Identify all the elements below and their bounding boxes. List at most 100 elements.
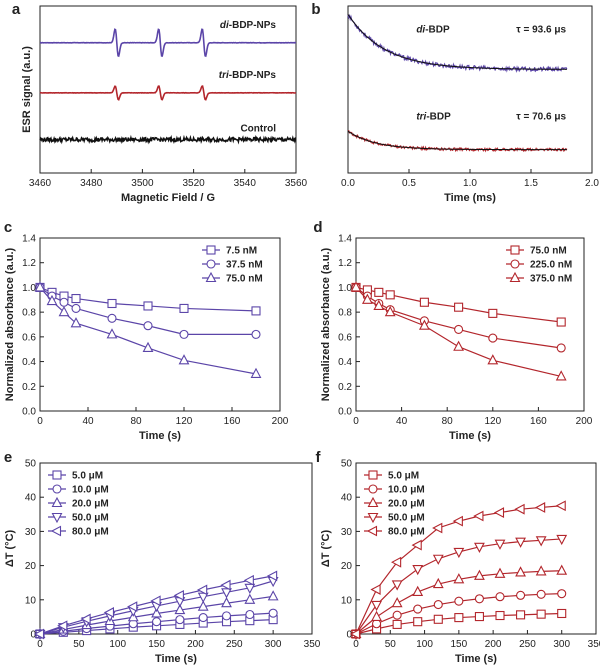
data-point: [107, 313, 117, 323]
x-tick-label: 350: [588, 639, 600, 650]
legend-marker: [206, 259, 216, 269]
y-tick-label: 0.2: [338, 382, 352, 393]
data-point: [412, 585, 424, 596]
data-point: [267, 590, 279, 601]
x-tick-label: 0: [37, 416, 43, 427]
data-point: [474, 594, 484, 604]
data-point: [143, 301, 153, 311]
legend-label: 80.0 μM: [388, 527, 425, 538]
data-point: [221, 597, 232, 608]
data-point: [392, 619, 402, 629]
data-point: [495, 592, 505, 602]
x-tick-label: 3500: [131, 178, 154, 189]
y-axis-label: ESR signal (a.u.): [21, 46, 33, 133]
x-axis-label: Time (s): [155, 653, 197, 665]
series-label-suffix: -BDP-NPs: [229, 20, 277, 31]
data-point: [106, 328, 118, 339]
data-point: [453, 573, 465, 584]
y-tick-label: 10: [25, 595, 37, 606]
panel-e: e 0 50 100 150 200 250 300 350 0 10 20 30 40 50 Time (s…: [4, 449, 321, 665]
y-tick-label: 0.4: [22, 357, 36, 368]
data-point: [373, 299, 385, 311]
data-point: [452, 515, 463, 527]
x-tick-label: 2.0: [585, 178, 599, 189]
data-point: [474, 542, 485, 553]
x-tick-label: 120: [484, 416, 501, 427]
data-point: [390, 556, 402, 568]
y-tick-label: 40: [341, 493, 353, 504]
data-point: [432, 522, 443, 534]
data-point: [34, 281, 46, 292]
data-point: [46, 294, 58, 306]
legend-label: 37.5 nM: [226, 260, 263, 271]
data-point: [433, 614, 443, 624]
x-axis-label: Time (s): [455, 653, 497, 665]
legend-marker: [509, 271, 521, 283]
data-point: [557, 608, 567, 619]
series-label: di-BDP-NPs: [220, 20, 277, 31]
data-point: [392, 610, 402, 620]
series-label-prefix: di: [416, 25, 425, 36]
x-tick-label: 50: [73, 639, 85, 650]
esr-trace-2: [39, 134, 297, 145]
esr-trace-0: [39, 28, 297, 58]
x-tick-label: 150: [451, 639, 468, 650]
legend-label: 20.0 μM: [388, 499, 425, 510]
plot-frame: [355, 462, 597, 635]
data-point: [221, 611, 232, 621]
y-tick-label: 20: [25, 561, 37, 572]
data-point: [514, 503, 525, 515]
data-point: [411, 539, 422, 551]
series-label-suffix: -BDP: [426, 112, 451, 123]
x-axis-label: Time (s): [139, 430, 181, 442]
plot-frame: [355, 237, 585, 412]
data-point: [244, 583, 256, 595]
decay-trace-0: [347, 13, 568, 74]
data-point: [494, 539, 506, 550]
legend-label: 20.0 μM: [72, 499, 109, 510]
series-label-suffix: -BDP: [425, 25, 450, 36]
x-tick-label: 0.0: [341, 178, 355, 189]
x-tick-label: 160: [530, 416, 547, 427]
legend-label: 75.0 nM: [530, 246, 567, 257]
y-tick-label: 0: [346, 630, 352, 641]
data-point: [391, 580, 403, 591]
data-point: [150, 595, 161, 607]
tau-label: τ = 93.6 μs: [516, 25, 566, 36]
data-point: [220, 579, 231, 591]
data-point: [473, 510, 484, 522]
legend-label: 225.0 nM: [530, 260, 572, 271]
legend-marker: [206, 245, 216, 255]
data-point: [487, 354, 499, 365]
data-point: [384, 305, 396, 317]
y-tick-label: 50: [341, 459, 353, 470]
legend-marker: [52, 484, 62, 494]
data-point: [243, 574, 254, 586]
legend-label: 50.0 μM: [72, 513, 109, 524]
legend-label: 10.0 μM: [72, 485, 109, 496]
y-tick-label: 30: [341, 527, 353, 538]
x-tick-label: 80: [442, 416, 454, 427]
data-point: [374, 287, 384, 297]
data-point: [454, 324, 464, 334]
data-point: [152, 617, 162, 627]
legend-marker: [51, 512, 63, 524]
panel-letter: d: [313, 219, 322, 236]
data-point: [197, 600, 209, 611]
data-point: [385, 290, 395, 300]
data-point: [266, 570, 278, 582]
x-tick-label: 1.5: [524, 178, 538, 189]
data-point: [474, 569, 485, 580]
series-label-prefix: di: [220, 20, 229, 31]
y-tick-label: 30: [25, 527, 37, 538]
panel-d: d 0 40 80 120 160 200 0.0 0.2 0.4 0.6 0.8 1.0 1.2 1.4 T…: [313, 219, 592, 442]
panel-letter: c: [4, 219, 12, 236]
legend-label: 75.0 nM: [226, 274, 263, 285]
x-tick-label: 200: [576, 416, 593, 427]
decay-fit-0: [347, 14, 567, 70]
legend-marker: [367, 512, 379, 524]
data-point: [174, 603, 186, 615]
x-tick-label: 150: [148, 639, 165, 650]
x-tick-label: 0.5: [402, 178, 416, 189]
